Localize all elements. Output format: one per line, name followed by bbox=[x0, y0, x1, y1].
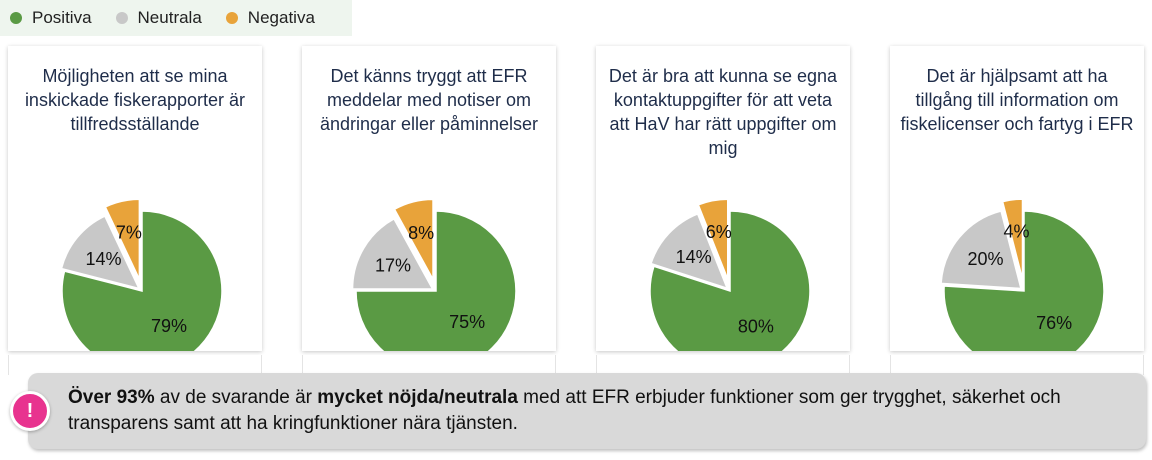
pie-slice-negativa bbox=[1001, 198, 1024, 280]
pie-chart-2: 75% 17% 8% bbox=[351, 198, 517, 351]
legend-item-neutrala: Neutrala bbox=[115, 8, 202, 28]
alert-badge-icon: ! bbox=[10, 391, 50, 431]
pie-data-label: 7% bbox=[116, 222, 142, 242]
legend-dot-negativa bbox=[225, 12, 238, 24]
legend-dot-neutrala bbox=[115, 12, 128, 24]
legend-item-positiva: Positiva bbox=[10, 8, 92, 28]
legend-dot-positiva bbox=[10, 12, 22, 24]
pie-data-label: 8% bbox=[408, 223, 434, 243]
pie-data-label: 17% bbox=[375, 256, 411, 276]
pie-slice-neutrala bbox=[351, 217, 434, 290]
pie-data-label: 75% bbox=[449, 312, 485, 332]
card-stub bbox=[8, 355, 262, 375]
callout-highlight: mycket nöjda/neutrala bbox=[317, 387, 518, 408]
pie-slice-negativa bbox=[104, 198, 141, 280]
pie-slice-neutrala bbox=[60, 215, 141, 290]
pie-data-label: 80% bbox=[738, 317, 774, 337]
legend-label: Neutrala bbox=[137, 8, 202, 27]
chart-card-1: Möjligheten att se mina inskickade fiske… bbox=[8, 46, 262, 351]
pie-slice-positiva bbox=[943, 210, 1105, 351]
chart-title: Det är bra att kunna se egna kontaktuppg… bbox=[608, 66, 838, 158]
pie-slice-positiva bbox=[61, 210, 223, 351]
card-stub bbox=[890, 355, 1144, 375]
callout-text-part: med att EFR erbjuder funktioner som ger … bbox=[68, 387, 1061, 434]
chart-legend: Positiva Neutrala Negativa bbox=[0, 0, 352, 36]
chart-title: Möjligheten att se mina inskickade fiske… bbox=[24, 66, 246, 134]
pie-data-label: 4% bbox=[1003, 222, 1029, 242]
callout-highlight: Över 93% bbox=[68, 387, 155, 408]
pie-data-label: 6% bbox=[706, 222, 732, 242]
card-stub bbox=[302, 355, 556, 375]
pie-data-label: 14% bbox=[85, 249, 121, 269]
callout-text: Över 93% av de svarande är mycket nöjda/… bbox=[68, 385, 1128, 437]
pie-chart-1: 79% 14% 7% bbox=[60, 198, 223, 351]
pie-slice-positiva bbox=[649, 210, 811, 351]
legend-label: Negativa bbox=[247, 8, 315, 27]
callout-text-part: av de svarande är bbox=[154, 387, 318, 408]
pie-slice-neutrala bbox=[940, 210, 1022, 290]
pie-data-label: 79% bbox=[151, 316, 187, 336]
pie-data-label: 76% bbox=[1036, 313, 1072, 333]
card-stub bbox=[596, 355, 850, 375]
pie-data-label: 20% bbox=[967, 249, 1003, 269]
pie-slice-negativa bbox=[697, 198, 729, 280]
pie-chart-4: 76% 20%4% bbox=[940, 198, 1105, 351]
chart-card-3: Det är bra att kunna se egna kontaktuppg… bbox=[596, 46, 850, 351]
pie-slice-negativa bbox=[393, 198, 434, 280]
legend-label: Positiva bbox=[32, 8, 92, 27]
callout-box: Över 93% av de svarande är mycket nöjda/… bbox=[28, 373, 1146, 449]
chart-card-2: Det känns tryggt att EFR meddelar med no… bbox=[302, 46, 556, 351]
pie-slice-positiva bbox=[355, 210, 517, 351]
pie-slice-neutrala bbox=[650, 212, 729, 290]
chart-title: Det känns tryggt att EFR meddelar med no… bbox=[319, 66, 539, 134]
legend-item-negativa: Negativa bbox=[225, 8, 315, 28]
pie-chart-3: 80% 14% 6% bbox=[649, 198, 811, 351]
chart-title: Det är hjälpsamt att ha tillgång till in… bbox=[900, 66, 1134, 134]
chart-card-4: Det är hjälpsamt att ha tillgång till in… bbox=[890, 46, 1144, 351]
pie-data-label: 14% bbox=[676, 247, 712, 267]
